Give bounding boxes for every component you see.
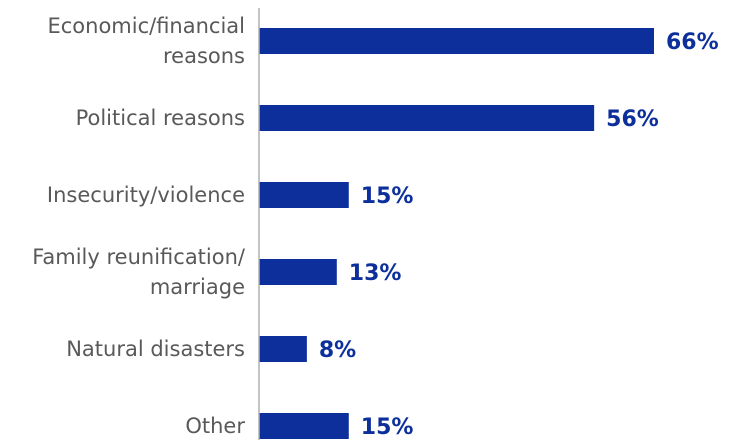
bar [259, 259, 337, 285]
category-label-line: Insecurity/violence [47, 183, 245, 207]
bars-layer [259, 28, 654, 439]
category-label: Natural disasters [66, 337, 245, 361]
bar [259, 105, 595, 131]
category-label-line: Family reunification/ [32, 245, 246, 269]
bar [259, 413, 349, 439]
value-label: 8% [319, 338, 356, 363]
category-label-line: marriage [150, 275, 245, 299]
bar [259, 28, 654, 54]
value-label: 56% [606, 107, 659, 132]
category-label: Other [185, 414, 245, 438]
value-label: 15% [361, 184, 414, 209]
category-label-line: Other [185, 414, 245, 438]
bar [259, 182, 349, 208]
value-label: 66% [666, 30, 719, 55]
category-label-line: reasons [163, 44, 245, 68]
value-label: 13% [349, 261, 402, 286]
category-label-line: Political reasons [76, 106, 245, 130]
category-label-line: Economic/financial [47, 14, 245, 38]
category-labels: Economic/financial reasons Political reaso… [32, 14, 246, 438]
value-label: 15% [361, 415, 414, 440]
category-label: Economic/financial reasons [47, 14, 245, 68]
category-label: Political reasons [76, 106, 245, 130]
category-label: Insecurity/violence [47, 183, 245, 207]
value-labels: 66% 56% 15% 13% 8% 15% [319, 30, 719, 440]
category-label-line: Natural disasters [66, 337, 245, 361]
bar [259, 336, 307, 362]
category-label: Family reunification/marriage [32, 245, 246, 299]
